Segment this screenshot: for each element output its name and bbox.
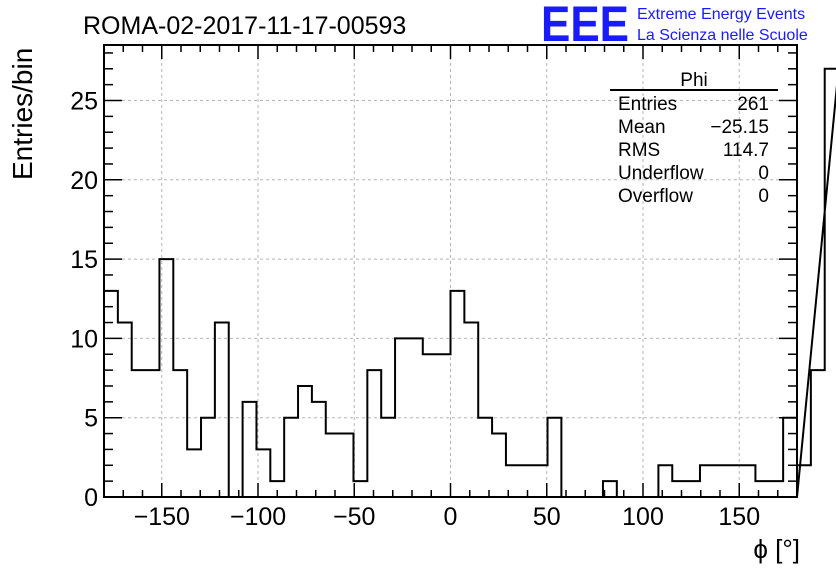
logo-line2: La Scienza nelle Scuole — [637, 27, 808, 44]
histogram-bin — [423, 354, 437, 497]
stats-label-overflow: Overflow — [618, 186, 693, 207]
histogram-bin — [326, 434, 340, 497]
histogram-bin — [714, 465, 728, 497]
x-tick-label: 50 — [533, 503, 561, 531]
histogram-bin — [658, 465, 672, 497]
stats-title: Phi — [680, 70, 707, 91]
histogram-bin — [520, 465, 534, 497]
histogram-bin — [146, 370, 160, 497]
x-tick-label: 150 — [718, 503, 760, 531]
stats-value-underflow: 0 — [758, 163, 769, 184]
histogram-bin — [825, 69, 836, 497]
histogram-bin — [464, 323, 478, 497]
histogram-bin — [367, 370, 381, 497]
logo-mark: EEE — [541, 0, 629, 52]
x-tick-label: −50 — [333, 503, 375, 531]
histogram-layer — [103, 67, 836, 498]
histogram-bin — [534, 465, 548, 497]
y-tick-label: 25 — [70, 88, 98, 116]
histogram-bin — [769, 481, 783, 497]
histogram-bin — [755, 481, 769, 497]
histogram-bin — [104, 291, 118, 497]
logo-line1: Extreme Energy Events — [637, 6, 805, 23]
axes: −150 −100 −50 0 50 100 150 0 5 10 15 20 25 — [70, 44, 798, 531]
histogram-bin — [437, 354, 451, 497]
y-tick-label: 20 — [70, 167, 98, 195]
histogram-bin — [811, 370, 825, 497]
histogram-bin — [132, 370, 146, 497]
histogram-bin — [451, 291, 465, 497]
histogram-bin — [312, 402, 326, 497]
x-tick-label: 0 — [444, 503, 458, 531]
stats-label-underflow: Underflow — [618, 163, 704, 184]
histogram-bin — [672, 481, 686, 497]
x-tick-label: −100 — [230, 503, 286, 531]
y-tick-label: 0 — [84, 484, 98, 512]
histogram-bin — [340, 434, 354, 497]
y-axis-label: Entries/bin — [7, 48, 38, 180]
histogram-bin — [478, 418, 492, 497]
histogram-bin — [700, 465, 714, 497]
stats-box: Phi Entries 261 Mean −25.15 RMS 114.7 Un… — [610, 70, 778, 207]
histogram-bin — [201, 418, 215, 497]
x-axis-label: ϕ [°] — [753, 534, 800, 564]
histogram-bin — [173, 370, 187, 497]
stats-label-mean: Mean — [618, 117, 666, 138]
histogram-bin — [284, 418, 298, 497]
stats-value-mean: −25.15 — [710, 117, 769, 138]
histogram-bin — [118, 323, 132, 497]
chart-title: ROMA-02-2017-11-17-00593 — [83, 12, 406, 40]
histogram-bin — [548, 418, 562, 497]
grid-lines — [104, 45, 797, 497]
stats-label-entries: Entries — [618, 94, 677, 115]
histogram-line — [103, 67, 836, 498]
stats-label-rms: RMS — [618, 140, 660, 161]
stats-value-rms: 114.7 — [723, 140, 769, 161]
histogram-bin — [243, 402, 257, 497]
x-tick-label: 100 — [622, 503, 664, 531]
y-tick-label: 5 — [84, 405, 98, 433]
histogram-bin — [783, 418, 797, 497]
histogram-bin — [353, 481, 367, 497]
y-tick-label: 10 — [70, 325, 98, 353]
histogram-bin — [298, 386, 312, 497]
histogram-bin — [742, 465, 756, 497]
histogram-bin — [686, 481, 700, 497]
histogram-bin — [215, 323, 229, 497]
x-tick-label: −150 — [134, 503, 190, 531]
histogram-bin — [381, 418, 395, 497]
y-tick-label: 15 — [70, 246, 98, 274]
stats-value-overflow: 0 — [758, 186, 769, 207]
histogram-bin — [492, 434, 506, 497]
histogram-bin — [187, 449, 201, 497]
stats-value-entries: 261 — [737, 94, 769, 115]
